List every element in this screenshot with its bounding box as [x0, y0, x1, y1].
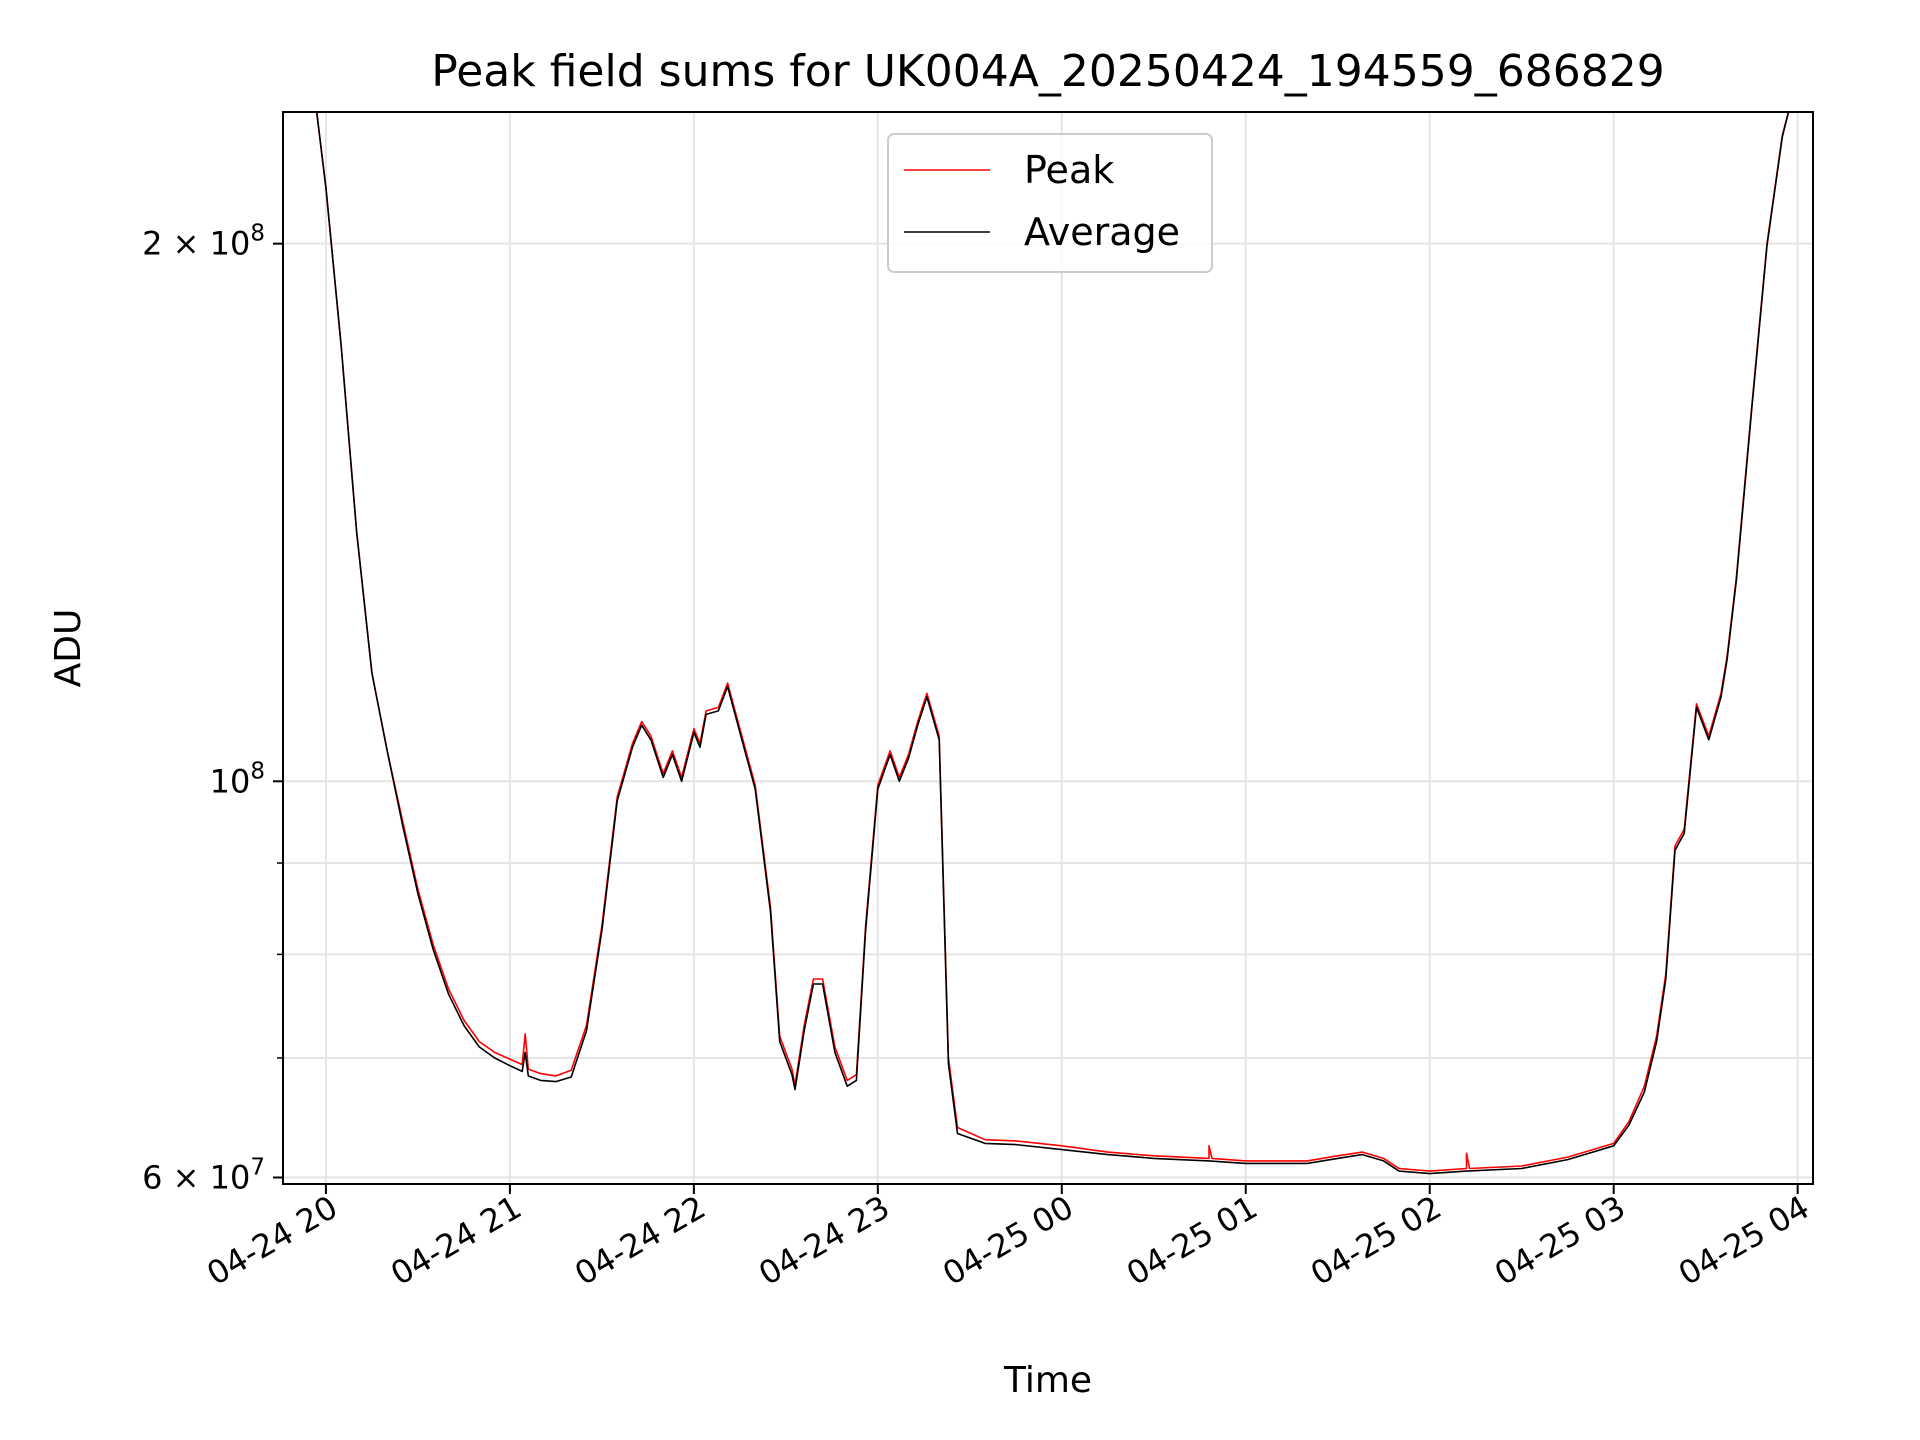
legend-label-average: Average	[1024, 210, 1180, 254]
y-tick-label: 2 × 108	[142, 221, 265, 263]
series-line-average	[283, 112, 1798, 1175]
y-tick-label: 108	[210, 758, 265, 800]
series-layer	[283, 112, 1798, 1175]
y-tick-label: 6 × 107	[142, 1155, 265, 1197]
legend-box	[887, 133, 1213, 273]
y-axis-label: ADU	[48, 609, 89, 688]
plot-frame	[282, 111, 1814, 1185]
chart-title: Peak field sums for UK004A_20250424_1945…	[431, 46, 1664, 97]
y-axis: 6 × 107 108 2 × 108	[142, 221, 283, 1197]
x-axis-label: Time	[1003, 1360, 1092, 1401]
grid	[283, 112, 1813, 1184]
legend: Peak Average	[887, 133, 1213, 273]
legend-label-peak: Peak	[1024, 148, 1114, 192]
